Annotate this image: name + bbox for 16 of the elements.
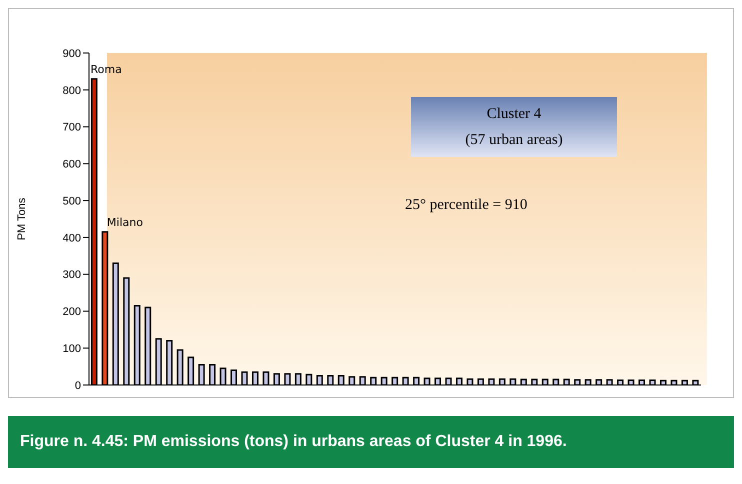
text: Figure n. 4.45: PM emissions (tons) in urbans areas of Cluster 4 in 1996. — [8, 416, 734, 468]
y-tick-label: 700 — [62, 122, 81, 134]
text-box: Cluster 4 (57 urban areas) — [411, 97, 617, 157]
y-tick-label: 500 — [62, 195, 81, 208]
y-tick-label: 900 — [62, 48, 81, 60]
y-tick-label: 0 — [74, 380, 81, 392]
y-tick-label: 800 — [62, 84, 81, 97]
y-tick-label: 200 — [62, 306, 81, 318]
annotation: 25° percentile = 910 — [405, 197, 528, 214]
y-tick-label: 100 — [62, 343, 81, 356]
y-tick-label: 300 — [62, 269, 81, 282]
annotation: Milano — [106, 216, 144, 229]
y-tick-label: 600 — [62, 158, 81, 171]
y-axis-title: PM Tons — [16, 197, 28, 240]
annotation: Roma — [90, 62, 122, 76]
y-tick-label: 400 — [62, 232, 81, 244]
